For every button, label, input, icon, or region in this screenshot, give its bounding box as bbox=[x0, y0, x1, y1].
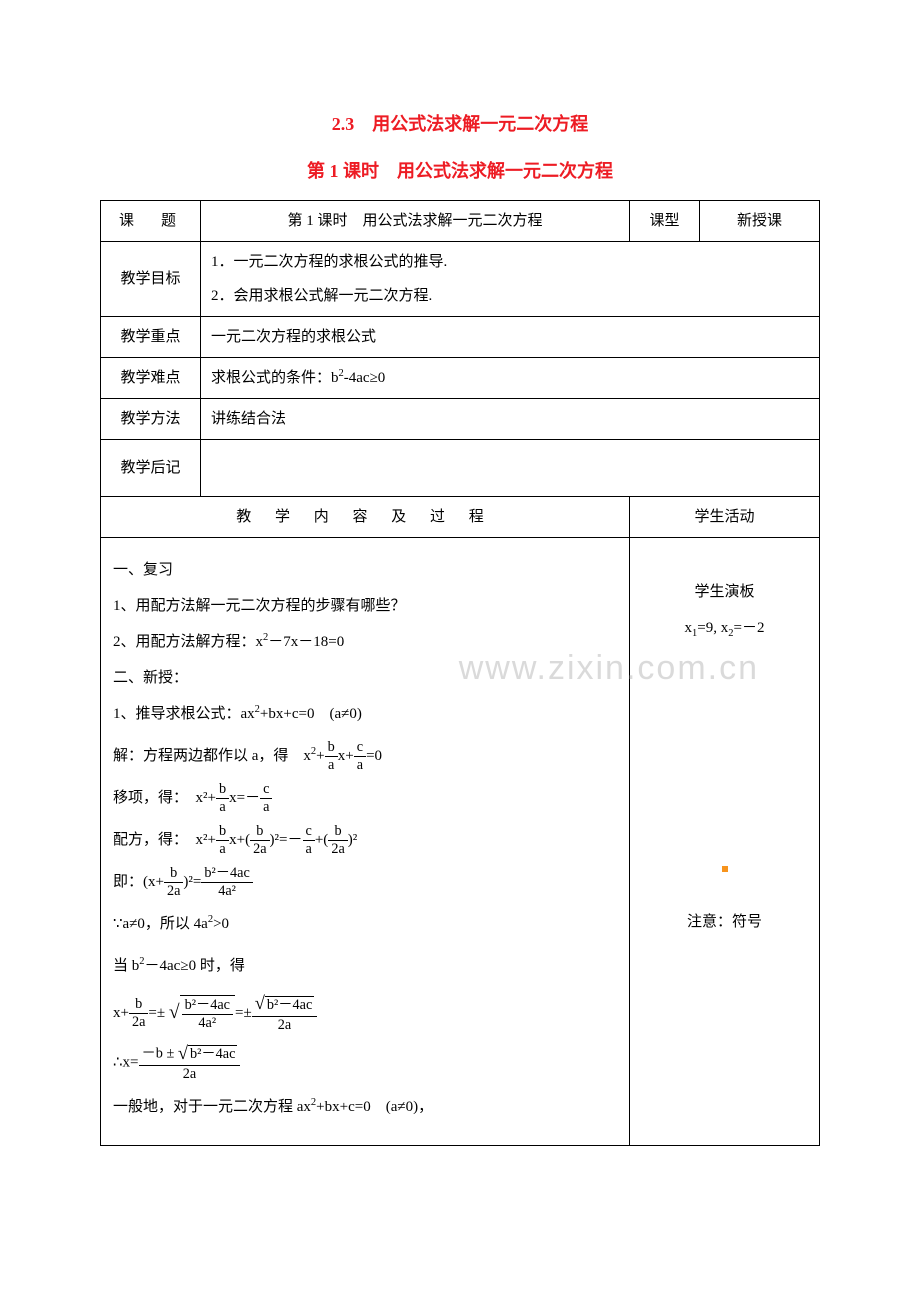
note-marker bbox=[638, 646, 811, 886]
postscript-value bbox=[201, 439, 820, 496]
difficulty-value: 求根公式的条件：b2-4ac≥0 bbox=[201, 357, 820, 398]
therefore-line: ∴x=－b ± √b²－4ac2a bbox=[113, 1043, 617, 1083]
activity-header: 学生活动 bbox=[630, 496, 820, 537]
postscript-row: 教学后记 bbox=[101, 439, 820, 496]
when-line: 当 b2－4ac≥0 时，得 bbox=[113, 948, 617, 984]
goal-1: 1．一元二次方程的求根公式的推导. bbox=[211, 250, 809, 274]
move-line: 移项，得： x²+bax=－ca bbox=[113, 780, 617, 816]
activity-answer: x1=9, x2=－2 bbox=[638, 610, 811, 646]
keypoint-row: 教学重点 一元二次方程的求根公式 bbox=[101, 316, 820, 357]
body-row: 一、复习 1、用配方法解一元二次方程的步骤有哪些？ 2、用配方法解方程：x2－7… bbox=[101, 537, 820, 1146]
review-q1: 1、用配方法解一元二次方程的步骤有哪些？ bbox=[113, 588, 617, 624]
activity-demo: 学生演板 bbox=[638, 574, 811, 610]
general-line: 一般地，对于一元二次方程 ax2+bx+c=0 (a≠0)， bbox=[113, 1089, 617, 1125]
since-line: ∵a≠0，所以 4a2>0 bbox=[113, 906, 617, 942]
solution-line: 解：方程两边都作以 a，得 x2+bax+ca=0 bbox=[113, 738, 617, 774]
topic-value: 第 1 课时 用公式法求解一元二次方程 bbox=[201, 200, 630, 241]
activity-cell: 学生演板 x1=9, x2=－2 注意：符号 bbox=[630, 537, 820, 1146]
postscript-label: 教学后记 bbox=[101, 439, 201, 496]
review-q2: 2、用配方法解方程：x2－7x－18=0 bbox=[113, 624, 617, 660]
difficulty-label: 教学难点 bbox=[101, 357, 201, 398]
method-value: 讲练结合法 bbox=[201, 398, 820, 439]
ie-line: 即：(x+b2a)²=b²－4ac4a² bbox=[113, 864, 617, 900]
lesson-table: 课 题 第 1 课时 用公式法求解一元二次方程 课型 新授课 教学目标 1．一元… bbox=[100, 200, 820, 1147]
keypoint-value: 一元二次方程的求根公式 bbox=[201, 316, 820, 357]
type-label: 课型 bbox=[630, 200, 700, 241]
goal-label: 教学目标 bbox=[101, 241, 201, 316]
content-header: 教 学 内 容 及 过 程 bbox=[101, 496, 630, 537]
goal-row: 教学目标 1．一元二次方程的求根公式的推导. 2．会用求根公式解一元二次方程. bbox=[101, 241, 820, 316]
square-line: 配方，得： x²+bax+(b2a)²=－ca+(b2a)² bbox=[113, 822, 617, 858]
root-line: x+b2a=± √b²－4ac4a²=±√b²－4ac2a bbox=[113, 990, 617, 1037]
activity-note: 注意：符号 bbox=[638, 904, 811, 940]
new-heading: 二、新授： bbox=[113, 660, 617, 696]
header-row: 课 题 第 1 课时 用公式法求解一元二次方程 课型 新授课 bbox=[101, 200, 820, 241]
title-sub: 第 1 课时 用公式法求解一元二次方程 bbox=[100, 157, 820, 186]
goal-2: 2．会用求根公式解一元二次方程. bbox=[211, 284, 809, 308]
difficulty-row: 教学难点 求根公式的条件：b2-4ac≥0 bbox=[101, 357, 820, 398]
type-value: 新授课 bbox=[700, 200, 820, 241]
section-header-row: 教 学 内 容 及 过 程 学生活动 bbox=[101, 496, 820, 537]
method-row: 教学方法 讲练结合法 bbox=[101, 398, 820, 439]
content-cell: 一、复习 1、用配方法解一元二次方程的步骤有哪些？ 2、用配方法解方程：x2－7… bbox=[101, 537, 630, 1146]
keypoint-label: 教学重点 bbox=[101, 316, 201, 357]
derive-line: 1、推导求根公式：ax2+bx+c=0 (a≠0) bbox=[113, 696, 617, 732]
method-label: 教学方法 bbox=[101, 398, 201, 439]
title-main: 2.3 用公式法求解一元二次方程 bbox=[100, 110, 820, 139]
topic-label: 课 题 bbox=[101, 200, 201, 241]
goal-value: 1．一元二次方程的求根公式的推导. 2．会用求根公式解一元二次方程. bbox=[201, 241, 820, 316]
review-heading: 一、复习 bbox=[113, 552, 617, 588]
